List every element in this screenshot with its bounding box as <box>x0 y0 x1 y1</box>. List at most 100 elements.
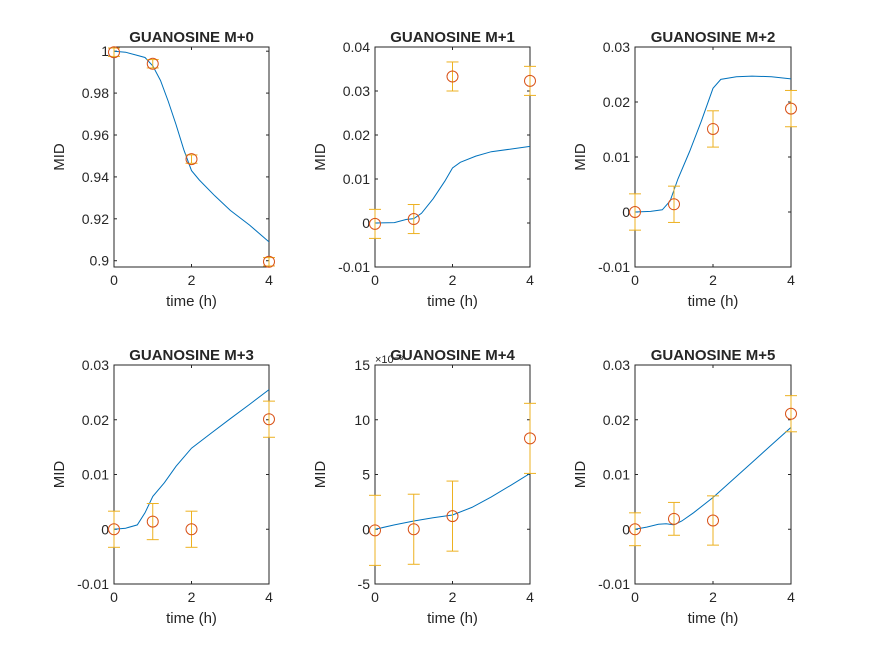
y-tick-label: 15 <box>354 357 370 373</box>
x-tick-label: 2 <box>449 272 457 288</box>
x-tick-label: 2 <box>188 272 196 288</box>
x-tick-label: 0 <box>371 272 379 288</box>
data-point-marker <box>524 432 536 445</box>
x-tick-label: 4 <box>526 589 534 605</box>
y-tick-label: 0 <box>622 204 630 220</box>
x-tick-label: 2 <box>188 589 196 605</box>
x-tick-label: 4 <box>526 272 534 288</box>
y-axis-label: MID <box>572 143 589 171</box>
data-point-marker <box>707 514 719 527</box>
data-point-marker <box>185 153 198 166</box>
data-layer <box>114 389 269 530</box>
y-exponent-label: ×10⁻³ <box>375 354 403 366</box>
y-tick-label: 1 <box>101 43 109 59</box>
panel-title: GUANOSINE M+1 <box>390 29 515 46</box>
data-layer <box>114 50 269 243</box>
x-axis-label: time (h) <box>688 293 739 310</box>
y-tick-label: 0.03 <box>603 39 630 55</box>
data-point-marker <box>146 515 159 528</box>
data-point-marker <box>146 57 159 70</box>
data-point-marker <box>629 206 641 218</box>
plot-area-box <box>634 364 792 585</box>
model-fit-line <box>114 389 269 530</box>
data-point-marker <box>707 122 719 135</box>
model-fit-line <box>375 145 530 224</box>
data-point-marker <box>263 413 275 426</box>
plot-area-box <box>113 364 270 585</box>
y-tick-label: 0.01 <box>343 171 370 187</box>
x-tick-label: 4 <box>787 589 795 605</box>
y-tick-label: 0.02 <box>343 127 370 143</box>
y-tick-label: 0 <box>622 521 630 537</box>
y-tick-label: 0.01 <box>82 467 109 483</box>
x-tick-label: 2 <box>449 589 457 605</box>
data-point-marker <box>629 523 641 536</box>
data-point-marker <box>369 524 381 537</box>
y-tick-label: 10 <box>354 412 370 428</box>
x-tick-label: 2 <box>709 589 717 605</box>
data-point-marker <box>446 510 459 523</box>
plot-area-box <box>634 46 792 268</box>
y-tick-label: 0.92 <box>82 211 109 227</box>
y-tick-label: 0.98 <box>82 85 109 101</box>
data-point-marker <box>407 213 420 226</box>
data-point-marker <box>668 512 680 525</box>
data-layer <box>635 75 791 213</box>
y-axis-label: MID <box>312 143 329 171</box>
y-tick-label: 0.03 <box>82 357 109 373</box>
panel-title: GUANOSINE M+3 <box>129 347 254 364</box>
y-tick-label: -0.01 <box>338 259 370 275</box>
y-tick-label: 0.01 <box>603 149 630 165</box>
y-tick-label: 0.02 <box>82 412 109 428</box>
data-point-marker <box>185 523 198 536</box>
data-point-marker <box>446 70 459 83</box>
y-tick-label: 0.02 <box>603 412 630 428</box>
y-tick-label: 0.9 <box>90 253 110 269</box>
chart-panel-0: 0 2 4 0.9 0.92 0.94 0.96 0.98 1 GUANOSINE M+0 time… <box>51 29 275 310</box>
y-tick-label: 0 <box>362 521 370 537</box>
model-fit-line <box>114 50 269 243</box>
x-tick-label: 0 <box>631 589 639 605</box>
x-axis-label: time (h) <box>166 610 217 627</box>
panel-title: GUANOSINE M+5 <box>651 347 776 364</box>
data-point-marker <box>263 255 275 268</box>
y-axis-label: MID <box>51 143 68 171</box>
x-tick-label: 0 <box>371 589 379 605</box>
data-layer <box>635 427 791 530</box>
x-tick-label: 4 <box>265 589 273 605</box>
y-tick-label: 0.01 <box>603 467 630 483</box>
y-tick-label: 0.03 <box>603 357 630 373</box>
y-tick-label: 0 <box>362 215 370 231</box>
y-tick-label: 0.96 <box>82 127 109 143</box>
y-tick-label: 0 <box>101 521 109 537</box>
y-axis-label: MID <box>312 461 329 489</box>
model-fit-line <box>635 427 791 530</box>
data-point-marker <box>369 217 381 230</box>
panel-title: GUANOSINE M+4 <box>390 347 515 364</box>
model-fit-line <box>635 75 791 213</box>
data-point-marker <box>524 74 536 87</box>
y-tick-label: 0.94 <box>82 169 109 185</box>
y-axis-label: MID <box>572 461 589 489</box>
x-axis-label: time (h) <box>166 293 217 310</box>
y-tick-label: -0.01 <box>598 259 630 275</box>
y-tick-label: -5 <box>358 576 371 592</box>
data-point-marker <box>108 46 120 59</box>
data-point-marker <box>785 102 797 115</box>
panel-title: GUANOSINE M+0 <box>129 29 254 46</box>
data-point-marker <box>108 523 120 536</box>
x-tick-label: 4 <box>787 272 795 288</box>
y-tick-label: 5 <box>362 467 370 483</box>
x-axis-label: time (h) <box>427 293 478 310</box>
x-tick-label: 0 <box>631 272 639 288</box>
panel-title: GUANOSINE M+2 <box>651 29 776 46</box>
x-tick-label: 0 <box>110 272 118 288</box>
x-tick-label: 2 <box>709 272 717 288</box>
y-tick-label: 0.03 <box>343 83 370 99</box>
x-tick-label: 0 <box>110 589 118 605</box>
y-tick-label: 0.02 <box>603 94 630 110</box>
